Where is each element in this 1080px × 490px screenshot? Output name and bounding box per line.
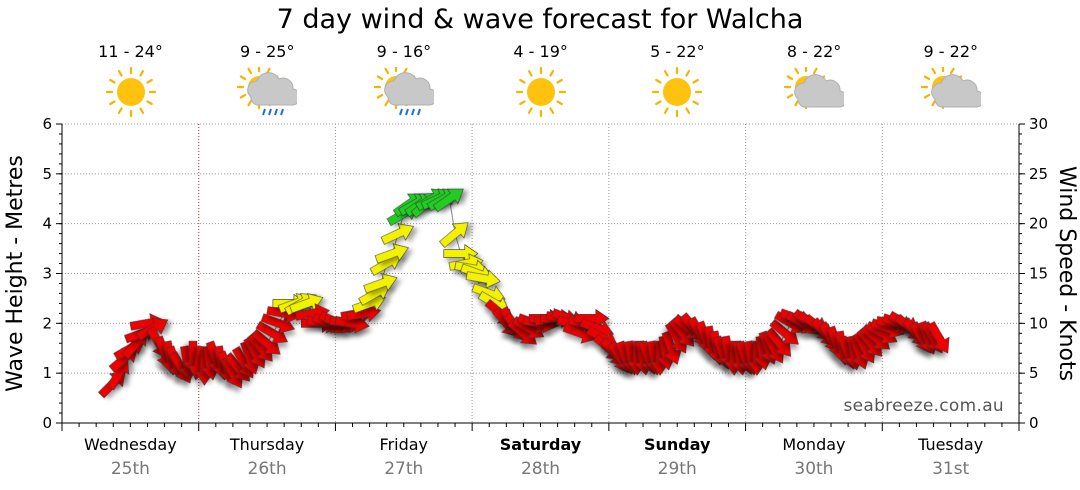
wind-arrow — [255, 320, 288, 344]
right-tick-label: 0 — [1029, 414, 1039, 432]
forecast-temp: 4 - 19° — [513, 42, 568, 61]
right-axis-title: Wind Speed - Knots — [1054, 166, 1079, 381]
wind-arrow — [661, 330, 682, 365]
left-tick-label: 5 — [42, 165, 52, 183]
forecast-day: 8 - 22° — [746, 42, 883, 119]
date-label: 26th — [248, 459, 287, 479]
right-tick-label: 25 — [1029, 165, 1048, 183]
sun-cloud-rain-icon — [237, 67, 298, 116]
left-tick-label: 1 — [42, 364, 52, 382]
forecast-temp: 11 - 24° — [98, 42, 163, 61]
left-axis-title: Wave Height - Metres — [3, 155, 28, 392]
day-label: Wednesday — [84, 435, 177, 454]
sun-cloud-icon — [784, 67, 845, 110]
left-tick-label: 6 — [42, 115, 52, 133]
forecast-day: 9 - 16° — [335, 42, 472, 119]
right-tick-label: 10 — [1029, 314, 1048, 332]
day-label: Tuesday — [917, 435, 983, 454]
wind-arrow — [439, 222, 469, 249]
right-tick-label: 5 — [1029, 364, 1039, 382]
date-label: 28th — [521, 459, 560, 479]
forecast-temp: 5 - 22° — [650, 42, 705, 61]
wind-arrow — [363, 273, 398, 294]
left-tick-label: 2 — [42, 314, 52, 332]
forecast-day: 5 - 22° — [609, 42, 746, 119]
left-tick-label: 0 — [42, 414, 52, 432]
date-label: 30th — [794, 459, 833, 479]
wind-arrow — [380, 223, 414, 245]
wind-arrow — [260, 313, 295, 334]
forecast-temp: 9 - 25° — [239, 42, 295, 61]
date-label: 29th — [658, 459, 697, 479]
wind-arrow — [574, 308, 610, 328]
day-label: Friday — [380, 435, 429, 454]
sun-icon — [515, 67, 566, 118]
date-label: 27th — [384, 459, 423, 479]
day-label: Monday — [782, 435, 845, 454]
chart-title: 7 day wind & wave forecast for Walcha — [276, 4, 804, 35]
watermark: seabreeze.com.au — [843, 396, 1004, 416]
forecast-temp: 8 - 22° — [786, 42, 842, 61]
wind-arrow — [432, 188, 464, 213]
left-tick-label: 3 — [42, 265, 52, 283]
forecast-day: 9 - 25° — [199, 42, 336, 119]
sun-cloud-rain-icon — [373, 67, 434, 116]
sun-icon — [105, 67, 156, 118]
day-label: Sunday — [644, 435, 711, 454]
forecast-day: 11 - 24° — [62, 42, 199, 119]
right-tick-label: 20 — [1029, 215, 1048, 233]
right-tick-label: 30 — [1029, 115, 1048, 133]
sun-icon — [652, 67, 703, 118]
day-label: Thursday — [229, 435, 304, 454]
day-label: Saturday — [500, 435, 582, 454]
forecast-temp: 9 - 22° — [923, 42, 979, 61]
forecast-day: 4 - 19° — [472, 42, 609, 119]
wind-arrow — [926, 321, 950, 354]
date-label: 25th — [111, 459, 150, 479]
wind-arrow — [289, 293, 324, 314]
daily-forecast-strip: 11 - 24° 9 - 25° 9 - 16° 4 - 19° 5 - 22° 8 - … — [62, 42, 1019, 126]
axes: 0 1 2 3 4 5 6 0 5 10 15 20 25 30 Wave Height - Metres W… — [3, 115, 1079, 479]
right-tick-label: 15 — [1029, 265, 1048, 283]
wind-arrow — [465, 269, 501, 289]
sun-cloud-icon — [920, 67, 981, 110]
forecast-temp: 9 - 16° — [376, 42, 432, 61]
wind-arrow — [374, 243, 409, 264]
wind-arrows — [98, 188, 950, 399]
date-label: 31st — [932, 459, 969, 479]
forecast-day: 9 - 22° — [882, 42, 1019, 119]
left-tick-label: 4 — [42, 215, 52, 233]
